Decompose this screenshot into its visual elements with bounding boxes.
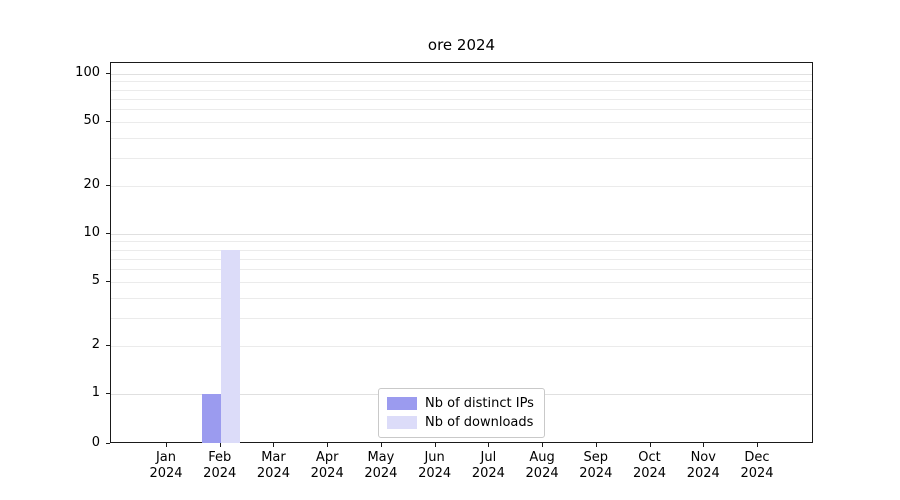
x-tick-label-line: Jul	[480, 450, 497, 465]
x-tick-label-line: 2024	[418, 466, 452, 481]
minor-gridline	[111, 282, 812, 284]
plot-area	[110, 62, 813, 443]
x-tick-label: Jun 2024	[403, 450, 467, 482]
x-tick-label-line: Apr	[315, 450, 339, 465]
minor-gridline	[111, 109, 812, 111]
x-tick-label: Jan 2024	[134, 450, 198, 482]
x-tick-label-line: Nov	[690, 450, 716, 465]
minor-gridline	[111, 241, 812, 243]
major-gridline	[111, 234, 812, 235]
minor-gridline	[111, 317, 812, 319]
x-tick-mark	[434, 443, 436, 447]
y-tick-label: 2	[91, 336, 100, 352]
x-tick-label-line: 2024	[632, 466, 667, 481]
minor-gridline	[111, 137, 812, 139]
minor-gridline	[111, 157, 812, 159]
y-tick-label: 0	[91, 435, 100, 450]
x-tick-label: Apr 2024	[295, 450, 359, 482]
y-tick-mark	[106, 393, 110, 394]
y-tick-label: 100	[75, 65, 100, 80]
x-tick-mark	[649, 443, 651, 447]
x-tick-label-line: 2024	[256, 466, 290, 481]
x-tick-mark	[380, 443, 382, 447]
minor-gridline	[111, 89, 812, 91]
x-tick-mark	[595, 443, 597, 447]
x-tick-label: Mar 2024	[241, 450, 305, 482]
x-tick-label-line: Mar	[261, 450, 286, 465]
legend-item-downloads: Nb of downloads	[387, 413, 534, 432]
y-tick-mark	[106, 73, 110, 74]
minor-gridline	[111, 122, 812, 124]
x-tick-label: May 2024	[349, 450, 413, 482]
x-tick-label: Aug 2024	[510, 450, 574, 482]
x-tick-label-line: 2024	[471, 466, 505, 481]
y-tick-label: 50	[83, 113, 100, 129]
x-tick-label-line: May	[367, 450, 395, 465]
x-tick-label: Feb 2024	[188, 450, 252, 482]
y-tick-mark	[106, 184, 110, 186]
minor-gridline	[111, 185, 812, 187]
x-tick-label-line: Jan	[155, 450, 177, 465]
y-tick-label: 20	[83, 176, 100, 192]
y-tick-mark	[106, 281, 110, 283]
minor-gridline	[111, 345, 812, 347]
x-tick-label-line: 2024	[525, 466, 559, 481]
x-tick-label-line: Oct	[638, 450, 661, 465]
legend-swatch-distinct-ips	[387, 397, 417, 410]
legend-item-distinct-ips: Nb of distinct IPs	[387, 394, 534, 413]
x-tick-mark	[219, 443, 221, 447]
x-tick-label-line: Sep	[583, 450, 609, 465]
y-tick-mark	[106, 233, 110, 234]
x-tick-label: Oct 2024	[618, 450, 682, 482]
y-tick-label: 1	[91, 385, 100, 400]
x-tick-label-line: Jun	[424, 450, 445, 465]
legend-swatch-downloads	[387, 416, 417, 429]
x-tick-label-line: 2024	[149, 466, 183, 481]
x-tick-mark	[542, 443, 544, 447]
minor-gridline	[111, 249, 812, 251]
bar-distinct-ips	[201, 394, 221, 443]
x-tick-label-line: Aug	[529, 450, 555, 465]
bar-downloads	[220, 249, 240, 443]
x-tick-label: Jul 2024	[456, 450, 520, 482]
x-tick-label-line: Dec	[744, 450, 770, 465]
x-tick-mark	[757, 443, 758, 447]
minor-gridline	[111, 98, 812, 100]
x-tick-label-line: 2024	[686, 466, 720, 481]
y-tick-mark	[106, 344, 110, 346]
minor-gridline	[111, 269, 812, 271]
x-tick-label-line: 2024	[579, 466, 613, 481]
x-tick-mark	[273, 443, 275, 447]
x-tick-label-line: 2024	[740, 466, 774, 481]
minor-gridline	[111, 81, 812, 83]
x-tick-label-line: 2024	[310, 466, 344, 481]
legend-label-downloads: Nb of downloads	[425, 415, 534, 430]
x-tick-label-line: Feb	[208, 450, 232, 465]
y-tick-label: 10	[83, 225, 100, 240]
y-tick-label: 5	[91, 273, 100, 289]
legend-label-distinct-ips: Nb of distinct IPs	[425, 396, 534, 411]
x-tick-mark	[327, 443, 329, 447]
y-tick-mark	[106, 443, 110, 444]
x-tick-mark	[488, 443, 490, 447]
y-tick-mark	[106, 121, 110, 123]
x-tick-label-line: 2024	[364, 466, 398, 481]
minor-gridline	[111, 297, 812, 299]
chart-title: ore 2024	[427, 36, 496, 54]
x-tick-label: Sep 2024	[564, 450, 628, 482]
minor-gridline	[111, 258, 812, 260]
x-tick-label-line: 2024	[203, 466, 237, 481]
x-tick-label: Nov 2024	[671, 450, 735, 482]
x-tick-mark	[166, 443, 167, 447]
major-gridline	[111, 74, 812, 75]
legend: Nb of distinct IPs Nb of downloads	[378, 388, 545, 438]
x-tick-label: Dec 2024	[725, 450, 789, 482]
x-tick-mark	[703, 443, 705, 447]
